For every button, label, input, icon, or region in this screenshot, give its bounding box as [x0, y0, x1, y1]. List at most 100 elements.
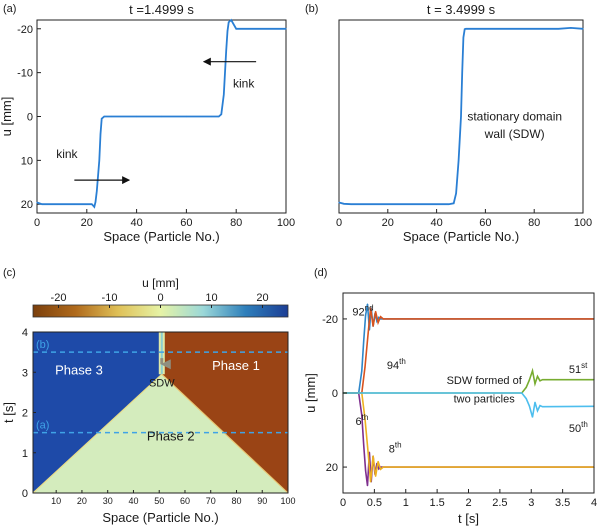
- data-point: [96, 190, 98, 192]
- x-tick-label: 2.5: [492, 497, 507, 509]
- data-point: [541, 406, 544, 408]
- front-right: [161, 373, 289, 494]
- data-point: [350, 203, 352, 205]
- chart-title: t =1.4999 s: [129, 2, 194, 17]
- x-tick-label: 100: [280, 496, 295, 506]
- data-point: [36, 201, 38, 204]
- data-point: [534, 383, 536, 385]
- data-point: [464, 28, 466, 30]
- annotation-text: SDW formed of: [447, 375, 523, 387]
- annotation-text: 6th: [356, 413, 369, 428]
- phase-label: Phase 2: [147, 429, 195, 444]
- data-series-line: [36, 18, 286, 209]
- data-point: [541, 379, 544, 381]
- data-point: [228, 21, 230, 23]
- data-point: [387, 203, 389, 205]
- axes-frame: [36, 19, 287, 214]
- data-point: [462, 36, 465, 39]
- x-tick-label: 4: [591, 497, 597, 509]
- data-point: [260, 28, 262, 30]
- panel-b: 0 20 40 60 80 100 t = 3.4999 s Space (Particle …: [305, 2, 592, 244]
- y-tick-label: 3: [22, 367, 28, 379]
- data-point: [539, 380, 541, 382]
- panel-label: (c): [3, 267, 16, 279]
- data-point: [48, 203, 51, 205]
- data-series-line: [343, 392, 594, 486]
- data-point: [525, 397, 527, 400]
- data-point: [98, 159, 100, 161]
- annotation-text: 50th: [569, 420, 588, 435]
- data-point: [220, 113, 222, 115]
- data-point: [375, 310, 377, 313]
- y-axis-label: u [mm]: [303, 373, 318, 413]
- colorbar-tick-label: 0: [157, 292, 163, 304]
- data-point: [457, 159, 460, 161]
- data-point: [368, 451, 370, 453]
- y-tick-label: 20: [21, 199, 33, 211]
- data-point: [558, 28, 560, 30]
- x-tick-label: 3: [528, 497, 534, 509]
- data-point: [367, 333, 369, 335]
- x-tick-label: 0: [340, 497, 346, 509]
- data-point: [363, 444, 365, 446]
- data-point: [226, 30, 229, 32]
- x-tick-label: 1.5: [429, 497, 444, 509]
- data-point: [411, 203, 413, 205]
- y-axis-label: t [s]: [1, 402, 16, 423]
- phase-3-region: [33, 332, 162, 493]
- data-point: [521, 392, 523, 394]
- data-point: [531, 370, 534, 372]
- data-point: [210, 115, 212, 118]
- domain-wall-core: [160, 332, 163, 375]
- annotation-text: stationary domain: [467, 110, 562, 124]
- y-tick-label: -20: [17, 24, 33, 36]
- x-tick-label: 1: [403, 497, 409, 509]
- data-point: [484, 28, 486, 30]
- x-tick-label: 80: [231, 496, 241, 506]
- data-point: [533, 28, 535, 30]
- data-point: [364, 314, 367, 316]
- phase-label: Phase 1: [212, 358, 260, 373]
- x-axis-label: Space (Particle No.): [403, 229, 519, 244]
- cut-label: (a): [36, 420, 49, 432]
- x-tick-label: 0: [336, 217, 342, 229]
- data-point: [525, 386, 527, 389]
- x-tick-label: 60: [180, 496, 190, 506]
- x-tick-label: 30: [103, 496, 113, 506]
- data-point: [91, 203, 93, 205]
- data-point: [338, 201, 340, 204]
- data-point: [372, 325, 374, 327]
- data-point: [536, 375, 539, 377]
- data-point: [367, 451, 369, 453]
- x-tick-label: 60: [180, 217, 192, 229]
- data-point: [362, 203, 364, 205]
- y-tick-label: 10: [21, 155, 33, 167]
- data-point: [73, 203, 75, 205]
- data-point: [448, 203, 450, 205]
- annotation-text: two particles: [454, 394, 516, 406]
- colorbar-tick-label: 20: [256, 292, 268, 304]
- data-point: [378, 316, 380, 319]
- data-point: [366, 484, 369, 487]
- data-point: [235, 28, 237, 30]
- data-point: [382, 318, 384, 320]
- x-tick-label: 70: [206, 496, 216, 506]
- y-tick-label: 0: [22, 488, 28, 500]
- annotation-number: 51: [569, 364, 581, 376]
- panel-label: (d): [314, 267, 327, 279]
- y-tick-label: 1: [22, 448, 28, 460]
- x-tick-label: 20: [81, 217, 93, 229]
- panel-d: 0 0.5 1 1.5 2 2.5 3 3.5 4 -20 0 20 t [s] u [mm] (d) 92n…: [303, 267, 597, 526]
- annotation-number: 50: [569, 423, 581, 435]
- annotation-text: 92nd: [352, 304, 373, 319]
- data-point: [570, 27, 572, 29]
- y-tick-label: 4: [22, 327, 28, 339]
- annotation-text: 8th: [389, 441, 402, 456]
- data-series-line: [343, 392, 595, 418]
- data-point: [160, 115, 163, 118]
- x-tick-label: 40: [430, 217, 442, 229]
- x-tick-label: 20: [77, 496, 87, 506]
- y-tick-label: -10: [17, 68, 33, 80]
- annotation-superscript: nd: [365, 304, 374, 313]
